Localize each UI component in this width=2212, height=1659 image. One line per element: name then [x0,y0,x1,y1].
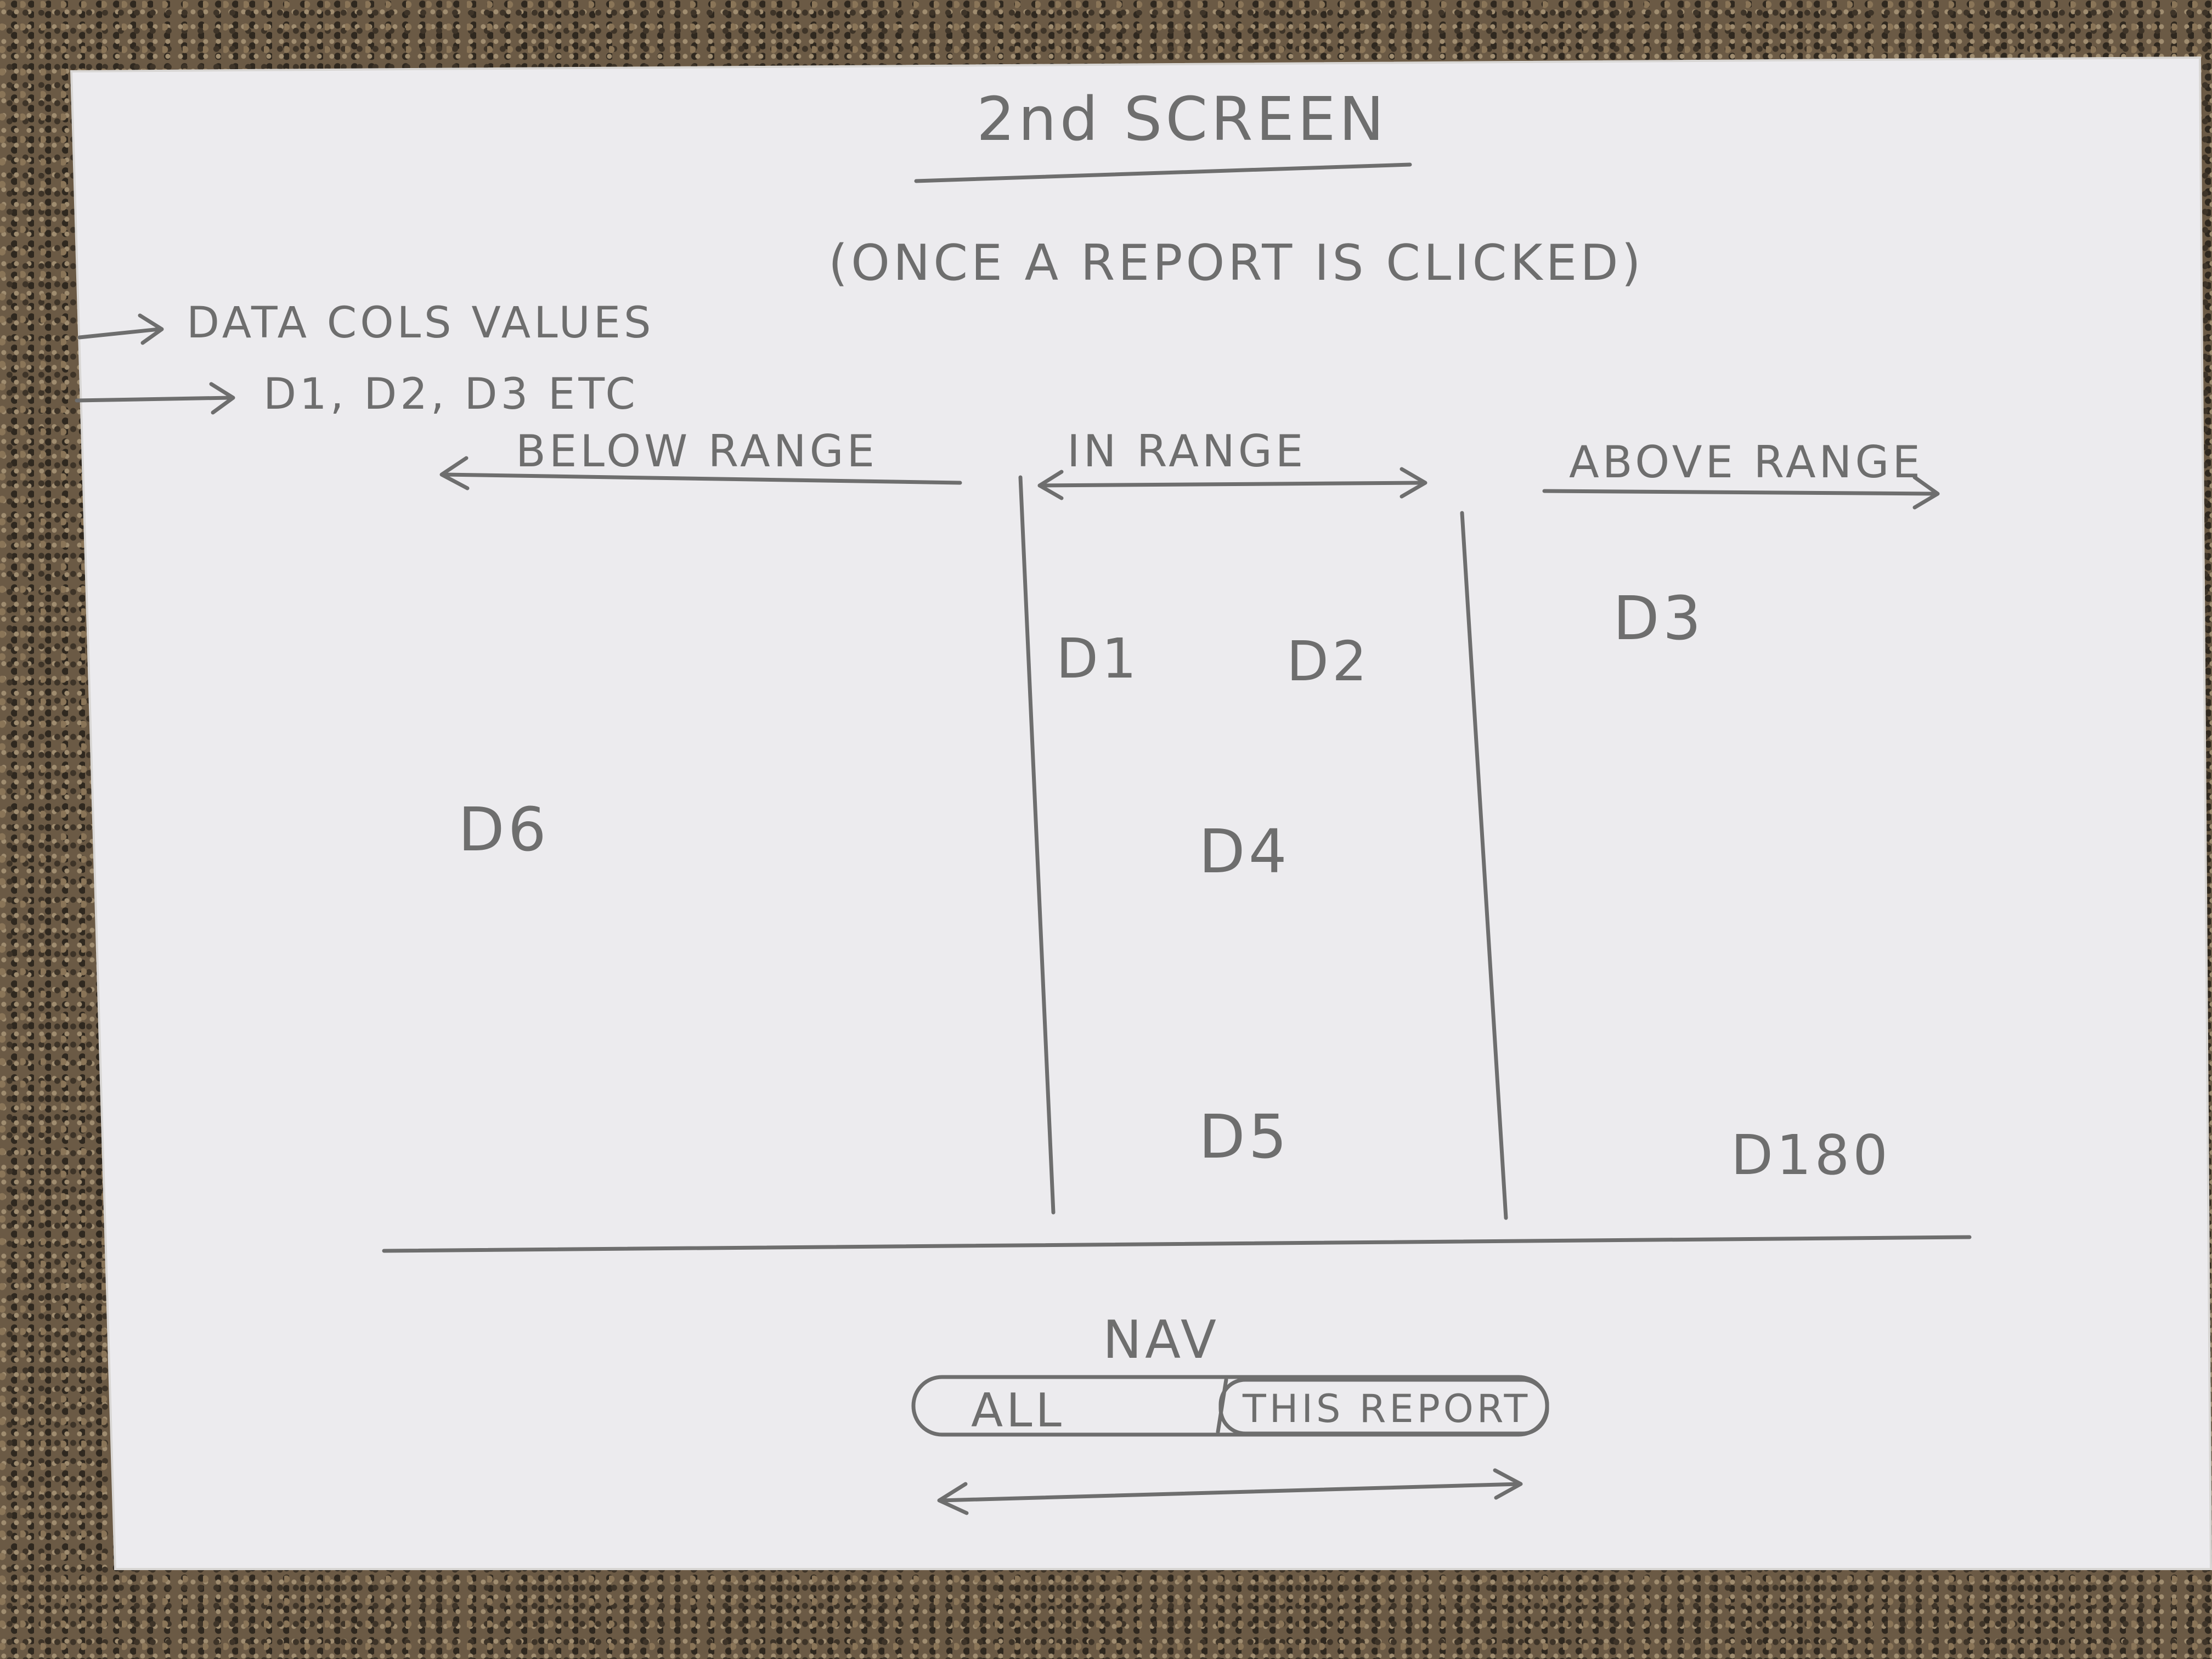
title-underline [914,162,1412,183]
item-d5: D5 [1199,1102,1290,1172]
column-in-range: IN RANGE [1037,426,1427,500]
in-range-arrow-left-head [1037,470,1064,500]
nav-option-this-report-highlight [1218,1378,1549,1436]
nav-label: NAV [1103,1310,1220,1370]
note-data-cols-text: DATA COLS VALUES [187,298,654,348]
nav-option-this-report[interactable]: THIS REPORT [1218,1378,1549,1436]
in-range-label: IN RANGE [1067,426,1306,477]
divider-left [1018,475,1056,1215]
below-range-arrow-shaft [442,472,962,485]
note-d-items: D1, D2, D3 ETC [75,370,639,419]
item-d6: D6 [458,794,550,865]
nav-option-this-report-label: THIS REPORT [1242,1386,1531,1431]
below-range-arrow-head [439,456,470,490]
note-arrow-1-shaft [77,327,161,340]
above-range-arrow-head [1912,475,1940,510]
column-above-range: ABOVE RANGE [1542,437,1940,510]
in-range-arrow-shaft [1037,481,1426,488]
nav-option-all-label: ALL [971,1384,1065,1438]
item-d180: D180 [1731,1123,1891,1187]
item-d4: D4 [1199,816,1290,887]
note-data-cols: DATA COLS VALUES [77,298,654,348]
below-range-label: BELOW RANGE [516,426,878,477]
nav-swipe-shaft [939,1482,1522,1503]
above-range-arrow-shaft [1542,489,1939,496]
nav-swipe-right-head [1493,1468,1523,1500]
bottom-separator [382,1235,1972,1253]
page-title: 2nd SCREEN [977,84,1387,154]
note-d-items-text: D1, D2, D3 ETC [263,370,639,419]
nav-toggle[interactable]: ALL THIS REPORT [911,1375,1549,1438]
in-range-arrow-right-head [1400,467,1427,499]
nav-swipe-left-head [937,1482,969,1515]
paper-sheet [70,56,2212,1570]
column-below-range: BELOW RANGE [439,426,962,490]
note-arrow-1-head [138,313,164,345]
nav-option-all[interactable]: ALL [971,1384,1065,1438]
above-range-label: ABOVE RANGE [1569,437,1923,488]
note-arrow-2-shaft [75,396,233,403]
item-d3: D3 [1613,583,1705,653]
divider-right [1460,511,1508,1220]
page-subtitle: (ONCE A REPORT IS CLICKED) [828,234,1644,292]
note-arrow-2-head [209,382,235,415]
item-d2: D2 [1286,629,1370,693]
nav-swipe-arrow [937,1468,1523,1515]
item-d1: D1 [1056,627,1140,691]
